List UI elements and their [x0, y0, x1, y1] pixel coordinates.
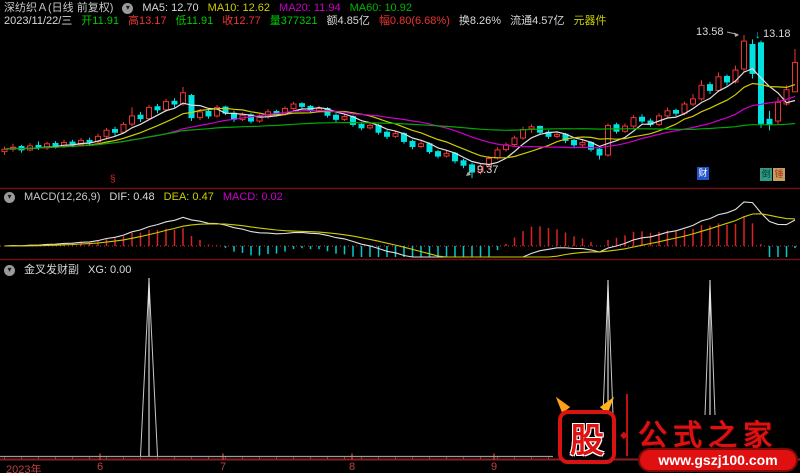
- signal-value: XG: 0.00: [88, 264, 132, 276]
- stock-title: 深纺织Ａ(日线 前复权): [4, 2, 114, 14]
- quote-field: 额4.85亿: [326, 15, 370, 27]
- macd-value: MACD: 0.02: [222, 191, 283, 203]
- quote-field: 低11.91: [175, 15, 214, 27]
- signal-title: 金叉发财副: [24, 264, 79, 276]
- date-axis-label: 9: [491, 461, 498, 473]
- quote-field: 流通4.57亿: [510, 15, 565, 27]
- ma-values: MA5: 12.70 MA10: 12.62 MA20: 11.94 MA60: 10…: [142, 2, 412, 14]
- logo-divider: [626, 394, 628, 456]
- macd-value: DIF: 0.48: [109, 191, 155, 203]
- quote-field: 量377321: [269, 15, 318, 27]
- high-price-label: 13.58: [696, 26, 724, 38]
- collapse-macd-icon[interactable]: ▾: [4, 191, 15, 203]
- quote-field: 元器件: [573, 15, 607, 27]
- brand-name: 公式之家: [638, 420, 779, 452]
- quote-field: 2023/11/22/三: [4, 15, 73, 27]
- collapse-signal-icon[interactable]: ▾: [4, 264, 15, 276]
- last-price-label: 13.18: [763, 28, 791, 40]
- quote-info-bar: 2023/11/22/三 开11.91 高13.17 低11.91 收12.77 量377…: [4, 15, 607, 27]
- quote-field: 幅0.80(6.68%): [378, 15, 450, 27]
- ma-value: MA10: 12.62: [207, 2, 271, 14]
- down-arrow-icon: ↓: [755, 29, 761, 41]
- date-axis-label: 8: [349, 461, 356, 473]
- date-axis-label: 6: [97, 461, 104, 473]
- signal-glyph: §: [110, 174, 116, 185]
- date-axis-label: 7: [220, 461, 227, 473]
- ma-value: MA5: 12.70: [142, 2, 199, 14]
- kline-pattern-badge: 锤: [773, 168, 785, 181]
- quote-field: 开11.91: [81, 15, 120, 27]
- gszj-watermark: 股 ◆ 公式之家 www.gszj100.com: [548, 386, 800, 473]
- macd-title: MACD(12,26,9): [24, 191, 101, 203]
- quote-field: 收12.77: [222, 15, 261, 27]
- ma-value: MA20: 11.94: [279, 2, 341, 14]
- date-axis-label: 2023年: [6, 464, 42, 473]
- quote-field: 换8.26%: [458, 15, 502, 27]
- quote-field: 高13.17: [128, 15, 167, 27]
- main-chart-header: 深纺织Ａ(日线 前复权) ▾ MA5: 12.70 MA10: 12.62 MA20…: [4, 2, 412, 14]
- low-price-label: 9.37: [477, 164, 499, 176]
- macd-values: DIF: 0.48 DEA: 0.47 MACD: 0.02: [109, 191, 282, 203]
- signal-panel-header: ▾ 金叉发财副 XG: 0.00: [4, 264, 131, 276]
- kline-pattern-badge: 倒: [760, 168, 772, 181]
- gu-seal-icon: 股: [558, 410, 616, 464]
- kline-pattern-badge: 财: [697, 167, 709, 180]
- diamond-icon: ◆: [620, 430, 628, 441]
- macd-value: DEA: 0.47: [163, 191, 214, 203]
- collapse-main-icon[interactable]: ▾: [122, 2, 134, 14]
- website-url: www.gszj100.com: [638, 448, 798, 472]
- gu-character: 股: [570, 422, 604, 460]
- ma-value: MA60: 10.92: [349, 2, 412, 14]
- macd-panel-header: ▾ MACD(12,26,9) DIF: 0.48 DEA: 0.47 MACD: …: [4, 191, 283, 203]
